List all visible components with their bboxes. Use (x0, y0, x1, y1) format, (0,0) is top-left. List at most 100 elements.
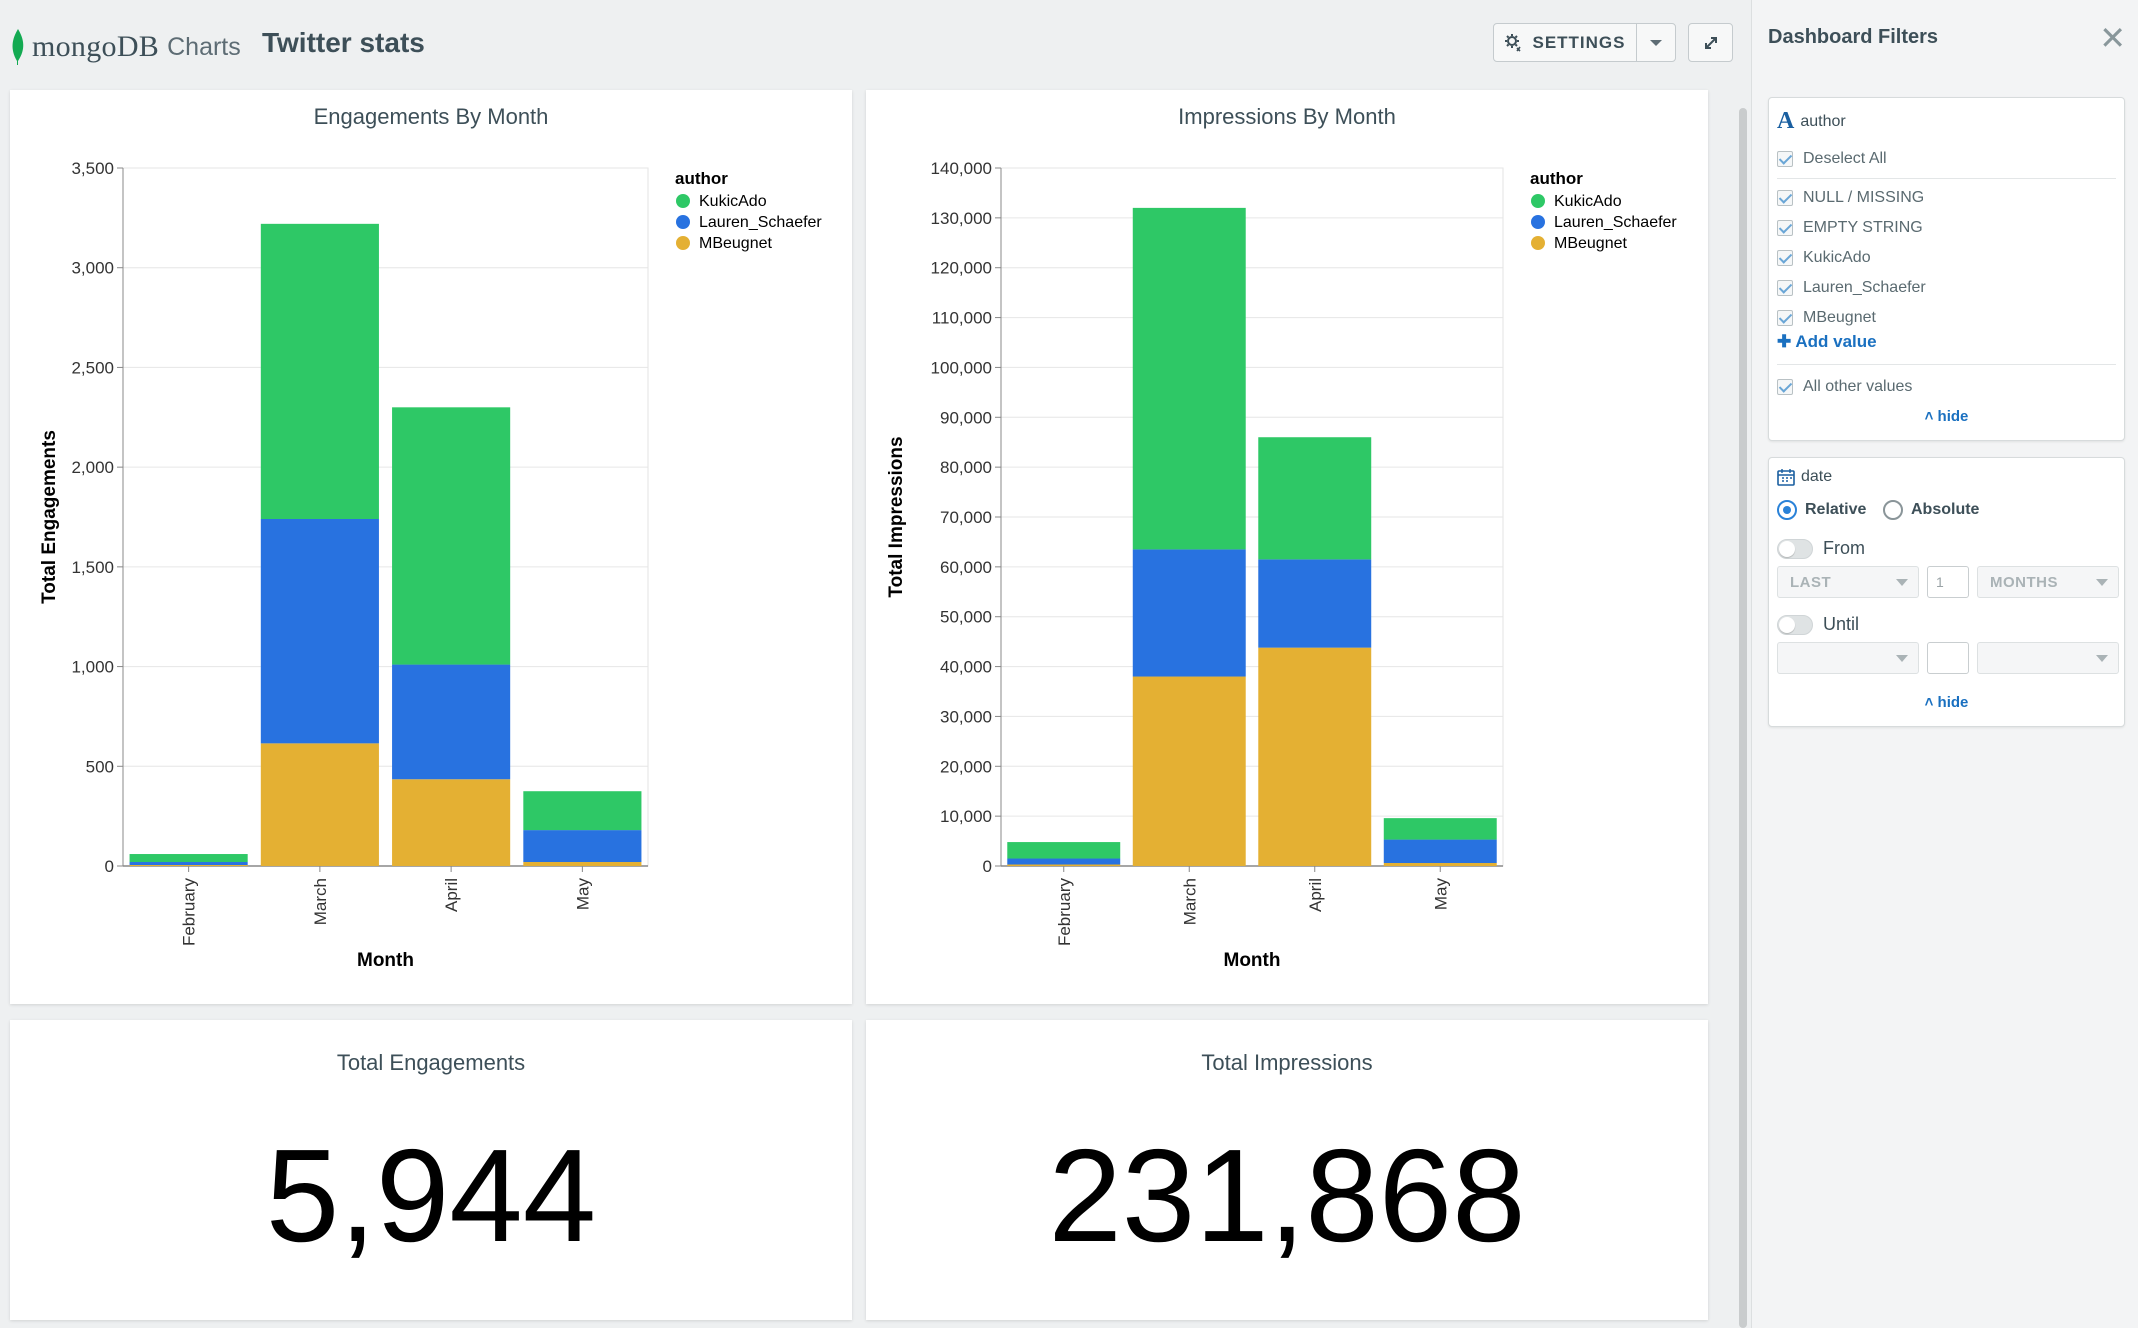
bar-lauren-schaefer-may (1383, 839, 1497, 864)
y-tick-label: 80,000 (940, 458, 992, 477)
legend-swatch (1531, 194, 1545, 208)
bar-mbeugnet-february (1007, 864, 1121, 866)
y-tick-label: 1,500 (71, 558, 114, 577)
checkbox[interactable] (1777, 250, 1793, 266)
chevron-down-icon (2096, 579, 2108, 586)
from-unit-select[interactable]: MONTHS (1977, 566, 2119, 598)
hide-label: hide (1937, 408, 1969, 425)
author-option-lauren-schaefer[interactable]: Lauren_Schaefer (1777, 279, 1926, 297)
all-other-values-checkbox[interactable]: All other values (1777, 378, 1912, 396)
until-count-input[interactable] (1927, 642, 1969, 674)
author-option-null-missing[interactable]: NULL / MISSING (1777, 189, 1924, 207)
y-tick-label: 1,000 (71, 658, 114, 677)
chevron-down-icon (1896, 579, 1908, 586)
y-tick-label: 130,000 (931, 209, 992, 228)
x-axis-title: Month (1224, 950, 1281, 971)
legend-swatch (1531, 236, 1545, 250)
from-mode-value: LAST (1790, 573, 1832, 591)
x-tick-label: February (1055, 878, 1074, 947)
y-tick-label: 120,000 (931, 259, 992, 278)
y-axis-title: Total Impressions (886, 436, 907, 597)
deselect-all-checkbox[interactable]: Deselect All (1777, 150, 1887, 168)
x-tick-label: April (442, 878, 461, 912)
checkbox[interactable] (1777, 280, 1793, 296)
impressions-chart-title: Impressions By Month (1178, 104, 1396, 129)
checkbox[interactable] (1777, 151, 1793, 167)
y-tick-label: 40,000 (940, 658, 992, 677)
deselect-all-label: Deselect All (1803, 150, 1887, 167)
chevron-up-icon: ˄ (1924, 694, 1934, 711)
dashboard-scrollbar[interactable] (1739, 108, 1747, 1328)
y-axis-title: Total Engagements (39, 430, 60, 604)
dashboard-header: mongoDB Charts Twitter stats SETTINGS (0, 0, 1747, 90)
fullscreen-button[interactable] (1688, 23, 1733, 62)
settings-gear-icon (1505, 33, 1522, 52)
legend-swatch (676, 194, 690, 208)
relative-radio[interactable]: Relative (1777, 500, 1866, 520)
y-tick-label: 0 (983, 857, 992, 876)
total-engagements-card[interactable]: Total Engagements 5,944 (10, 1020, 852, 1320)
close-icon[interactable]: ✕ (2099, 20, 2126, 56)
text-field-icon: A (1777, 108, 1795, 134)
until-toggle-row[interactable]: Until (1777, 614, 1859, 635)
y-tick-label: 70,000 (940, 508, 992, 527)
all-other-values-label: All other values (1803, 378, 1913, 395)
total-impressions-card[interactable]: Total Impressions 231,868 (866, 1020, 1708, 1320)
until-toggle[interactable] (1777, 614, 1813, 635)
legend-swatch (676, 236, 690, 250)
legend-label: KukicAdo (1554, 193, 1622, 210)
mongodb-charts-logo[interactable]: mongoDB Charts (10, 22, 241, 72)
dashboard-title[interactable]: Twitter stats (262, 27, 425, 58)
y-tick-label: 30,000 (940, 707, 992, 726)
y-tick-label: 100,000 (931, 358, 992, 377)
checkbox[interactable] (1777, 379, 1793, 395)
until-mode-select[interactable] (1777, 642, 1919, 674)
hide-author-filter-link[interactable]: ˄ hide (1769, 408, 2124, 425)
from-toggle-row[interactable]: From (1777, 538, 1865, 559)
absolute-radio[interactable]: Absolute (1883, 500, 1979, 520)
author-option-empty-string[interactable]: EMPTY STRING (1777, 219, 1923, 237)
add-value-label: Add value (1795, 332, 1877, 351)
impressions-chart-card[interactable]: Impressions By Month 0 10,000 20,000 30,000… (866, 90, 1708, 1004)
author-option-mbeugnet[interactable]: MBeugnet (1777, 309, 1876, 327)
settings-button[interactable]: SETTINGS (1493, 23, 1637, 62)
bar-mbeugnet-march (1132, 676, 1246, 866)
from-toggle[interactable] (1777, 538, 1813, 559)
plot-frame (122, 167, 649, 867)
add-value-button[interactable]: ✚ Add value (1777, 332, 1877, 352)
author-option-kukicado[interactable]: KukicAdo (1777, 249, 1871, 267)
panel-title: Dashboard Filters (1768, 26, 1939, 48)
bar-mbeugnet-may (523, 862, 642, 866)
bar-kukicado-march (260, 223, 379, 519)
option-label: KukicAdo (1803, 249, 1871, 266)
legend-label: Lauren_Schaefer (1554, 214, 1677, 231)
y-tick-label: 60,000 (940, 558, 992, 577)
radio-button[interactable] (1777, 500, 1797, 520)
engagements-chart-card[interactable]: Engagements By Month 0 500 1,000 1,500 2,000… (10, 90, 852, 1004)
y-tick-label: 500 (86, 757, 114, 776)
settings-dropdown-button[interactable] (1636, 23, 1676, 62)
bar-kukicado-april (1258, 437, 1372, 560)
checkbox[interactable] (1777, 220, 1793, 236)
from-count-input[interactable]: 1 (1927, 566, 1969, 598)
until-unit-select[interactable] (1977, 642, 2119, 674)
divider (1777, 364, 2116, 365)
bar-kukicado-march (1132, 207, 1246, 550)
legend-title: author (675, 169, 728, 188)
checkbox[interactable] (1777, 310, 1793, 326)
author-filter-card: A author Deselect All NULL / MISSING EMP… (1768, 97, 2125, 441)
bar-kukicado-april (392, 407, 511, 665)
option-label: MBeugnet (1803, 309, 1876, 326)
divider (1777, 178, 2116, 179)
total-impressions-title: Total Impressions (1201, 1050, 1373, 1075)
bar-kukicado-may (1383, 818, 1497, 840)
from-unit-value: MONTHS (1990, 573, 2058, 591)
legend-swatch (676, 215, 690, 229)
radio-button[interactable] (1883, 500, 1903, 520)
legend-label: MBeugnet (699, 235, 772, 252)
hide-date-filter-link[interactable]: ˄ hide (1769, 694, 2124, 711)
total-engagements-value: 5,944 (265, 1122, 597, 1269)
from-mode-select[interactable]: LAST (1777, 566, 1919, 598)
bar-lauren-schaefer-april (392, 664, 511, 780)
checkbox[interactable] (1777, 190, 1793, 206)
